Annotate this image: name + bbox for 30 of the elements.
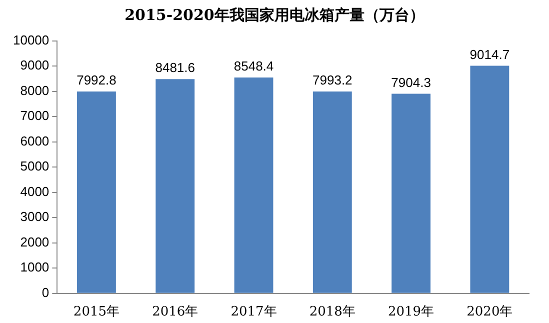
y-tick-label: 0	[42, 284, 50, 300]
x-tick-label: 2017年	[230, 304, 277, 320]
x-tick-label: 2019年	[388, 304, 434, 320]
bar	[392, 94, 430, 293]
bar	[312, 91, 352, 293]
y-tick-label: 7000	[20, 108, 50, 124]
data-label: 7993.2	[312, 72, 352, 88]
x-tick-label: 2020年	[466, 304, 513, 320]
data-label: 7904.3	[391, 74, 431, 90]
y-tick-label: 4000	[20, 184, 50, 199]
bar	[470, 66, 510, 293]
bar	[234, 77, 274, 293]
y-tick-label: 1000	[20, 260, 50, 275]
bar	[77, 92, 116, 293]
x-tick-label: 2015年	[73, 304, 120, 320]
bar	[156, 79, 195, 293]
y-tick-label: 6000	[20, 133, 50, 148]
y-tick-label: 9000	[20, 58, 50, 73]
y-tick-label: 2000	[20, 234, 50, 250]
y-tick-label: 8000	[20, 82, 50, 98]
data-label: 8548.4	[234, 58, 274, 74]
y-tick-label: 10000	[12, 32, 50, 48]
data-label: 9014.7	[470, 46, 510, 62]
data-label: 7992.8	[76, 72, 116, 88]
chart-title: 2015-2020年我国家用电冰箱产量（万台）	[124, 6, 426, 25]
x-tick-label: 2018年	[309, 304, 356, 320]
y-tick-label: 5000	[20, 158, 50, 174]
data-label: 8481.6	[155, 60, 195, 76]
x-tick-label: 2016年	[152, 304, 198, 320]
y-tick-label: 3000	[20, 209, 50, 224]
